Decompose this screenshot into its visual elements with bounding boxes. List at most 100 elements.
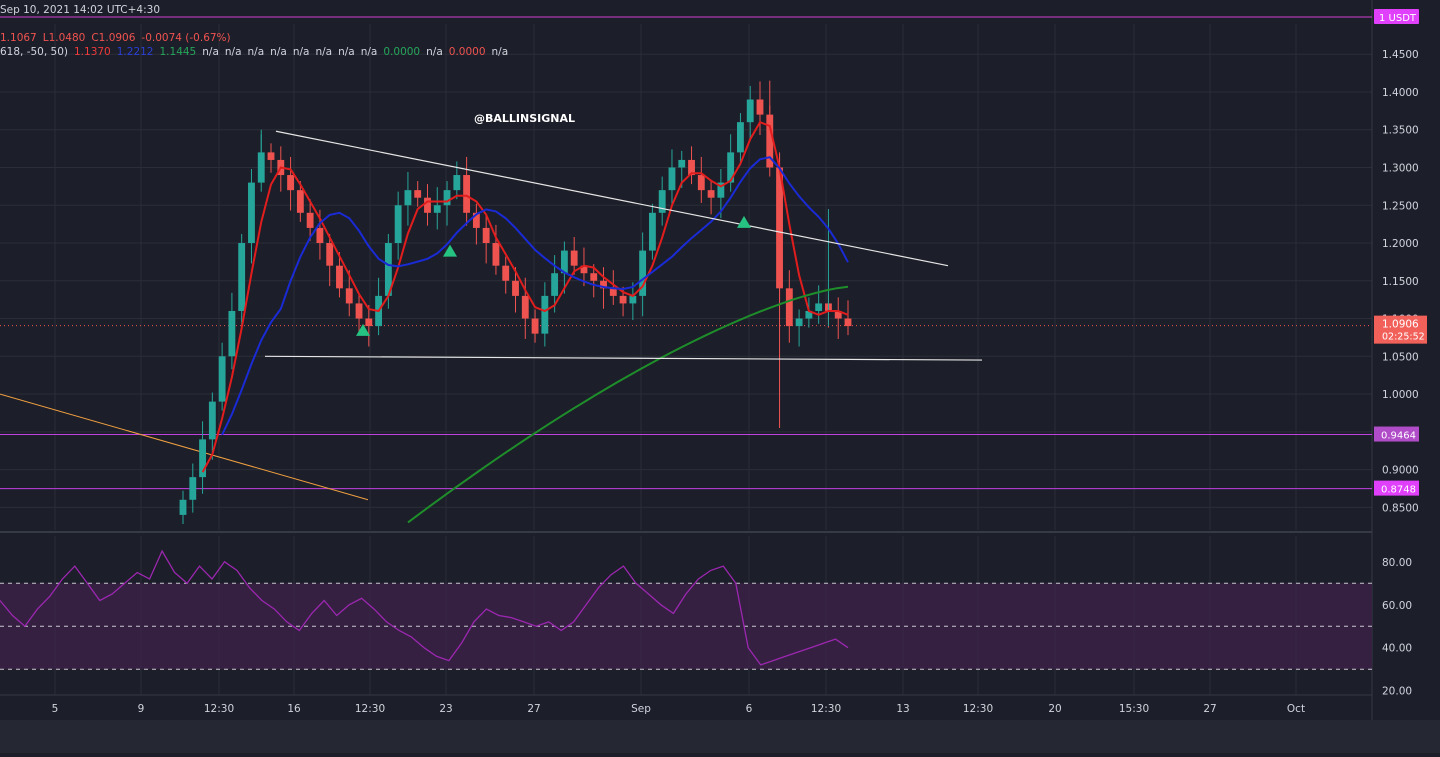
buy-signal-arrow	[356, 323, 370, 336]
candle-body	[785, 288, 793, 327]
candle-body	[609, 288, 617, 296]
candle-body	[365, 318, 373, 327]
candle-body	[707, 190, 715, 198]
candle-body	[384, 243, 392, 296]
orange-trendline	[0, 393, 369, 501]
time-tick-label: 12:30	[204, 703, 234, 715]
candle-body	[189, 477, 197, 500]
candle-body	[404, 190, 412, 206]
na-value: n/a	[292, 46, 310, 58]
na-value: n/a	[224, 46, 242, 58]
buy-signal-arrow	[737, 215, 751, 228]
rsi-tick-label: 20.00	[1382, 686, 1412, 698]
time-tick-label: 23	[439, 703, 452, 715]
time-tick-label: 12:30	[963, 703, 993, 715]
trendline-resistance	[275, 130, 949, 267]
candle-body	[238, 243, 246, 311]
indicator-legend: 618, -50, 50) 1.1370 1.2212 1.1445 n/a n/a n/a…	[0, 46, 514, 58]
price-tick-label: 1.4500	[1382, 49, 1419, 61]
time-tick-label: 12:30	[811, 703, 841, 715]
rsi-tick-label: 60.00	[1382, 600, 1412, 612]
candle-body	[394, 205, 402, 244]
candle-body	[746, 99, 754, 123]
candle-body	[296, 190, 304, 213]
buy-signal-arrow	[443, 244, 457, 257]
candle-body	[208, 401, 216, 440]
ohlc-high: 1.1067	[0, 32, 37, 44]
rsi-line	[0, 549, 849, 666]
candle-body	[355, 303, 363, 319]
price-tick-label: 1.1500	[1382, 276, 1419, 288]
candle-body	[844, 318, 852, 327]
na-value: n/a	[491, 46, 509, 58]
ma-fast-line	[201, 120, 849, 473]
candle-body	[570, 250, 578, 266]
countdown-label: 02:25:52	[1382, 332, 1425, 343]
candle-body	[521, 295, 529, 319]
bottom-bar	[0, 720, 1440, 753]
ohlc-close: C1.0906	[91, 32, 136, 44]
candle-body	[424, 197, 431, 213]
candle-body	[648, 212, 656, 251]
na-value: n/a	[360, 46, 378, 58]
candle-body	[492, 243, 500, 266]
zero-red-value: 0.0000	[448, 46, 486, 58]
price-tick-label: 1.3500	[1382, 125, 1419, 137]
price-tick-label: 1.2000	[1382, 238, 1419, 250]
na-value: n/a	[202, 46, 219, 58]
time-tick-label: 12:30	[355, 703, 385, 715]
candle-body	[502, 265, 510, 281]
time-tick-label: 5	[52, 703, 59, 715]
time-tick-label: 15:30	[1119, 703, 1149, 715]
candle-body	[580, 265, 588, 274]
candle-body	[306, 212, 314, 228]
candle-body	[267, 152, 275, 160]
candle-body	[590, 273, 598, 281]
rsi-tick-label: 80.00	[1382, 557, 1412, 569]
indicator-params: 618, -50, 50)	[0, 46, 68, 58]
ohlc-low: L1.0480	[42, 32, 86, 44]
zero-green-value: 0.0000	[383, 46, 421, 58]
candle-body	[629, 295, 637, 304]
price-tick-label: 1.0000	[1382, 389, 1419, 401]
datetime-label: Sep 10, 2021 14:02 UTC+4:30	[0, 4, 161, 16]
candle-body	[737, 122, 744, 153]
rsi-band	[0, 583, 1372, 670]
candle-body	[551, 273, 559, 296]
candle-body	[472, 212, 480, 228]
candle-body	[688, 159, 695, 176]
ohlc-legend: 1.1067 L1.0480 C1.0906 -0.0074 (-0.67%)	[0, 32, 237, 44]
ma-slow-line	[407, 285, 849, 524]
candle-body	[756, 99, 764, 115]
level-label: 0.9464	[1381, 431, 1416, 442]
na-value: n/a	[247, 46, 265, 58]
current-price-tag-bg	[1374, 315, 1427, 344]
candle-body	[512, 280, 519, 296]
indicator-value-green: 1.1445	[159, 46, 197, 58]
candle-body	[834, 310, 842, 319]
candle-body	[531, 318, 539, 334]
ohlc-change: -0.0074 (-0.67%)	[141, 32, 231, 44]
candle-body	[795, 318, 803, 327]
candle-body	[287, 175, 294, 191]
candle-body	[600, 280, 607, 289]
candle-body	[697, 175, 705, 191]
candle-body	[433, 205, 441, 213]
price-tick-label: 1.4000	[1382, 87, 1419, 99]
time-tick-label: 27	[1203, 703, 1216, 715]
price-axis-panel	[1372, 0, 1440, 720]
candle-body	[727, 152, 735, 183]
time-tick-label: 6	[746, 703, 753, 715]
price-tick-label: 1.3000	[1382, 162, 1419, 174]
na-value: n/a	[426, 46, 443, 58]
candle-body	[316, 227, 324, 244]
candle-body	[228, 310, 236, 357]
time-tick-label: 9	[138, 703, 145, 715]
indicator-value-red: 1.1370	[74, 46, 111, 58]
price-tick-label: 0.8500	[1382, 502, 1419, 514]
time-tick-label: 13	[896, 703, 909, 715]
ma-mid-line	[221, 156, 849, 436]
watermark-label: @BALLINSIGNAL	[474, 112, 575, 125]
